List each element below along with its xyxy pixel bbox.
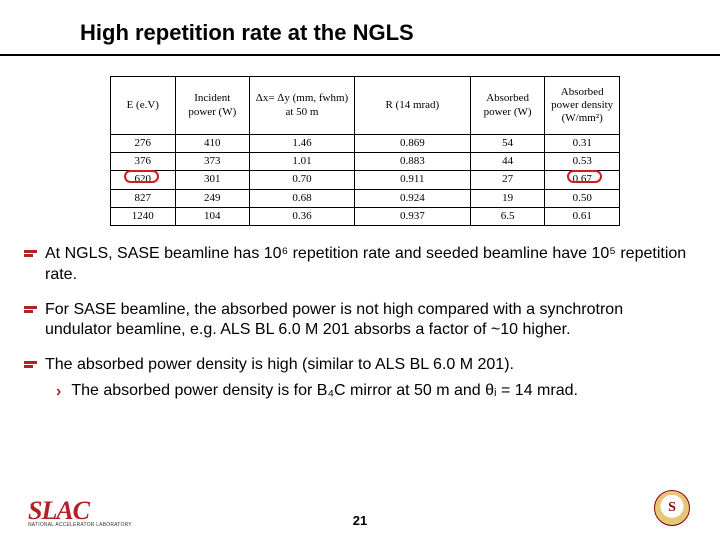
cell: 373: [175, 153, 250, 171]
slac-logo-subtitle: NATIONAL ACCELERATOR LABORATORY: [28, 522, 132, 528]
cell: 301: [175, 171, 250, 189]
stanford-logo: S: [654, 490, 690, 526]
cell-value: 620: [135, 173, 152, 185]
sub-bullet-text: The absorbed power density is for B₄C mi…: [71, 382, 578, 400]
table-row: 620 301 0.70 0.911 27 0.67: [111, 171, 620, 189]
cell: 0.53: [545, 153, 620, 171]
cell: 0.36: [250, 207, 355, 225]
cell: 0.924: [354, 189, 470, 207]
sub-bullet-item: › The absorbed power density is for B₄C …: [56, 382, 690, 401]
cell: 19: [470, 189, 545, 207]
cell-value: 0.67: [573, 173, 592, 185]
table-header-row: E (e.V) Incident power (W) Δx= Δy (mm, f…: [111, 77, 620, 135]
bullet-item: At NGLS, SASE beamline has 10⁶ repetitio…: [24, 244, 690, 286]
bullet-text: At NGLS, SASE beamline has 10⁶ repetitio…: [45, 244, 690, 286]
col-header-absorbed-density: Absorbed power density (W/mm²): [545, 77, 620, 135]
page-number: 21: [353, 513, 367, 528]
bullet-marker-icon: [24, 361, 37, 371]
table-row: 376 373 1.01 0.883 44 0.53: [111, 153, 620, 171]
cell: 249: [175, 189, 250, 207]
cell: 0.911: [354, 171, 470, 189]
cell: 0.883: [354, 153, 470, 171]
cell: 0.937: [354, 207, 470, 225]
bullet-text: The absorbed power density is high (simi…: [45, 355, 690, 376]
bullet-text: For SASE beamline, the absorbed power is…: [45, 300, 690, 342]
cell: 0.70: [250, 171, 355, 189]
cell-highlighted: 620: [111, 171, 176, 189]
sub-bullet-marker-icon: ›: [56, 382, 61, 401]
cell: 104: [175, 207, 250, 225]
cell: 276: [111, 135, 176, 153]
data-table-container: E (e.V) Incident power (W) Δx= Δy (mm, f…: [110, 76, 620, 226]
cell: 376: [111, 153, 176, 171]
cell: 0.869: [354, 135, 470, 153]
cell-highlighted: 0.67: [545, 171, 620, 189]
col-header-absorbed-power: Absorbed power (W): [470, 77, 545, 135]
bullet-list: At NGLS, SASE beamline has 10⁶ repetitio…: [0, 244, 720, 401]
table-row: 827 249 0.68 0.924 19 0.50: [111, 189, 620, 207]
cell: 54: [470, 135, 545, 153]
bullet-item: The absorbed power density is high (simi…: [24, 355, 690, 376]
cell: 827: [111, 189, 176, 207]
cell: 6.5: [470, 207, 545, 225]
stanford-logo-letter: S: [668, 500, 676, 516]
bullet-marker-icon: [24, 250, 37, 260]
table-row: 1240 104 0.36 0.937 6.5 0.61: [111, 207, 620, 225]
slac-logo: SLAC NATIONAL ACCELERATOR LABORATORY: [28, 499, 132, 528]
cell: 0.61: [545, 207, 620, 225]
col-header-r: R (14 mrad): [354, 77, 470, 135]
col-header-energy: E (e.V): [111, 77, 176, 135]
cell: 0.50: [545, 189, 620, 207]
cell: 0.31: [545, 135, 620, 153]
cell: 0.68: [250, 189, 355, 207]
slac-logo-text: SLAC: [28, 499, 132, 522]
slide-title: High repetition rate at the NGLS: [0, 0, 720, 54]
col-header-delta-xy: Δx= Δy (mm, fwhm) at 50 m: [250, 77, 355, 135]
table-row: 276 410 1.46 0.869 54 0.31: [111, 135, 620, 153]
cell: 44: [470, 153, 545, 171]
table-body: 276 410 1.46 0.869 54 0.31 376 373 1.01 …: [111, 135, 620, 226]
title-underline: [0, 54, 720, 56]
cell: 410: [175, 135, 250, 153]
col-header-incident-power: Incident power (W): [175, 77, 250, 135]
cell: 1240: [111, 207, 176, 225]
data-table: E (e.V) Incident power (W) Δx= Δy (mm, f…: [110, 76, 620, 226]
bullet-item: For SASE beamline, the absorbed power is…: [24, 300, 690, 342]
cell: 1.46: [250, 135, 355, 153]
bullet-marker-icon: [24, 306, 37, 316]
cell: 1.01: [250, 153, 355, 171]
cell: 27: [470, 171, 545, 189]
